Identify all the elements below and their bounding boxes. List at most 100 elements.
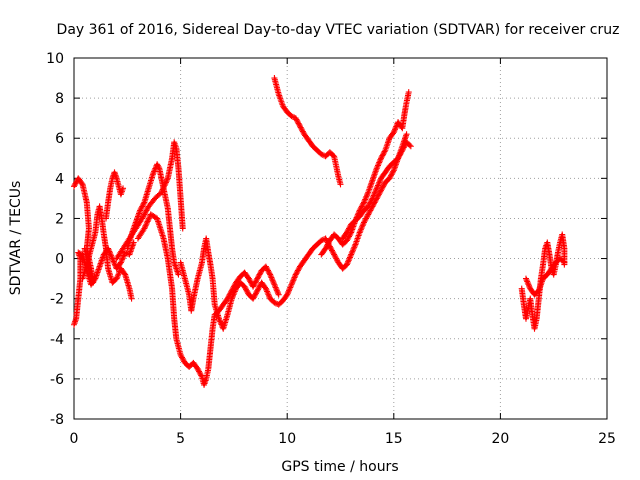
data-point-marker — [179, 355, 186, 362]
data-point-marker — [376, 179, 383, 186]
data-point-marker — [251, 280, 258, 287]
data-point-marker — [290, 275, 297, 282]
data-point-marker — [154, 161, 161, 168]
data-point-marker — [264, 266, 271, 273]
data-point-marker — [367, 207, 374, 214]
data-point-marker — [374, 162, 381, 169]
series-arc-d — [102, 169, 127, 222]
data-point-marker — [265, 267, 272, 274]
data-point-marker — [290, 277, 297, 284]
data-point-marker — [350, 245, 357, 252]
data-point-marker — [323, 242, 330, 249]
data-point-marker — [379, 184, 386, 191]
data-point-marker — [119, 256, 126, 263]
data-point-marker — [357, 226, 364, 233]
data-point-marker — [346, 255, 353, 262]
data-point-marker — [270, 280, 277, 287]
data-point-marker — [330, 152, 337, 159]
data-point-marker — [72, 180, 79, 187]
data-point-marker — [144, 206, 151, 213]
data-point-marker — [407, 143, 414, 150]
data-point-marker — [560, 258, 567, 265]
data-point-marker — [292, 271, 299, 278]
chart-title: Day 361 of 2016, Sidereal Day-to-day VTE… — [57, 22, 620, 38]
data-point-marker — [231, 289, 238, 296]
data-point-marker — [215, 315, 222, 322]
data-point-marker — [324, 241, 331, 248]
x-tick-label: 0 — [70, 431, 79, 447]
data-point-marker — [254, 287, 261, 294]
data-point-marker — [91, 276, 98, 283]
data-point-marker — [143, 221, 150, 228]
data-point-marker — [363, 192, 370, 199]
data-point-marker — [241, 283, 248, 290]
series-arc-j — [318, 89, 412, 258]
data-point-marker — [273, 285, 280, 292]
data-point-marker — [366, 200, 373, 207]
data-point-marker — [365, 210, 372, 217]
data-point-marker — [328, 247, 335, 254]
y-tick-label: -4 — [50, 332, 64, 348]
y-tick-label: -2 — [50, 292, 64, 308]
data-point-marker — [161, 182, 168, 189]
data-point-marker — [287, 283, 294, 290]
y-tick-label: 8 — [55, 91, 64, 107]
data-point-marker — [377, 156, 384, 163]
data-point-marker — [294, 267, 301, 274]
y-tick-label: 10 — [46, 51, 64, 67]
data-point-marker — [250, 283, 257, 290]
data-point-marker — [293, 270, 300, 277]
data-point-marker — [272, 284, 279, 291]
data-point-marker — [330, 250, 337, 257]
data-point-marker — [370, 192, 377, 199]
data-point-marker — [164, 176, 171, 183]
data-points — [71, 75, 568, 388]
data-point-marker — [344, 228, 351, 235]
data-point-marker — [368, 196, 375, 203]
data-point-marker — [253, 288, 260, 295]
data-point-marker — [245, 275, 252, 282]
series-arc-g — [134, 211, 282, 388]
data-point-marker — [113, 275, 120, 282]
data-point-marker — [524, 278, 531, 285]
data-point-marker — [396, 152, 403, 159]
data-point-marker — [351, 242, 358, 249]
data-point-marker — [318, 151, 325, 158]
data-point-marker — [322, 245, 329, 252]
data-point-marker — [344, 260, 351, 267]
data-point-marker — [388, 171, 395, 178]
data-point-marker — [346, 224, 353, 231]
data-point-marker — [128, 295, 135, 302]
data-point-marker — [372, 188, 379, 195]
data-point-marker — [137, 207, 144, 214]
x-tick-label: 5 — [176, 431, 185, 447]
data-point-marker — [390, 129, 397, 136]
data-point-marker — [143, 219, 150, 226]
data-point-marker — [378, 187, 385, 194]
data-point-marker — [252, 278, 259, 285]
data-point-marker — [400, 144, 407, 151]
data-point-marker — [381, 148, 388, 155]
data-point-marker — [362, 195, 369, 202]
data-point-marker — [154, 162, 161, 169]
data-point-marker — [269, 277, 276, 284]
data-point-marker — [284, 290, 291, 297]
data-point-marker — [343, 237, 350, 244]
data-point-marker — [386, 175, 393, 182]
data-point-marker — [378, 153, 385, 160]
data-point-marker — [522, 275, 529, 282]
data-point-marker — [247, 278, 254, 285]
data-point-marker — [150, 169, 157, 176]
data-point-marker — [333, 255, 340, 262]
data-point-marker — [121, 270, 128, 277]
data-point-marker — [274, 288, 281, 295]
data-point-marker — [117, 259, 124, 266]
data-point-marker — [361, 218, 368, 225]
data-point-marker — [397, 149, 404, 156]
data-point-marker — [561, 259, 568, 266]
data-point-marker — [139, 202, 146, 209]
data-point-marker — [242, 284, 249, 291]
data-point-marker — [254, 275, 261, 282]
series-arc-i — [271, 75, 344, 188]
